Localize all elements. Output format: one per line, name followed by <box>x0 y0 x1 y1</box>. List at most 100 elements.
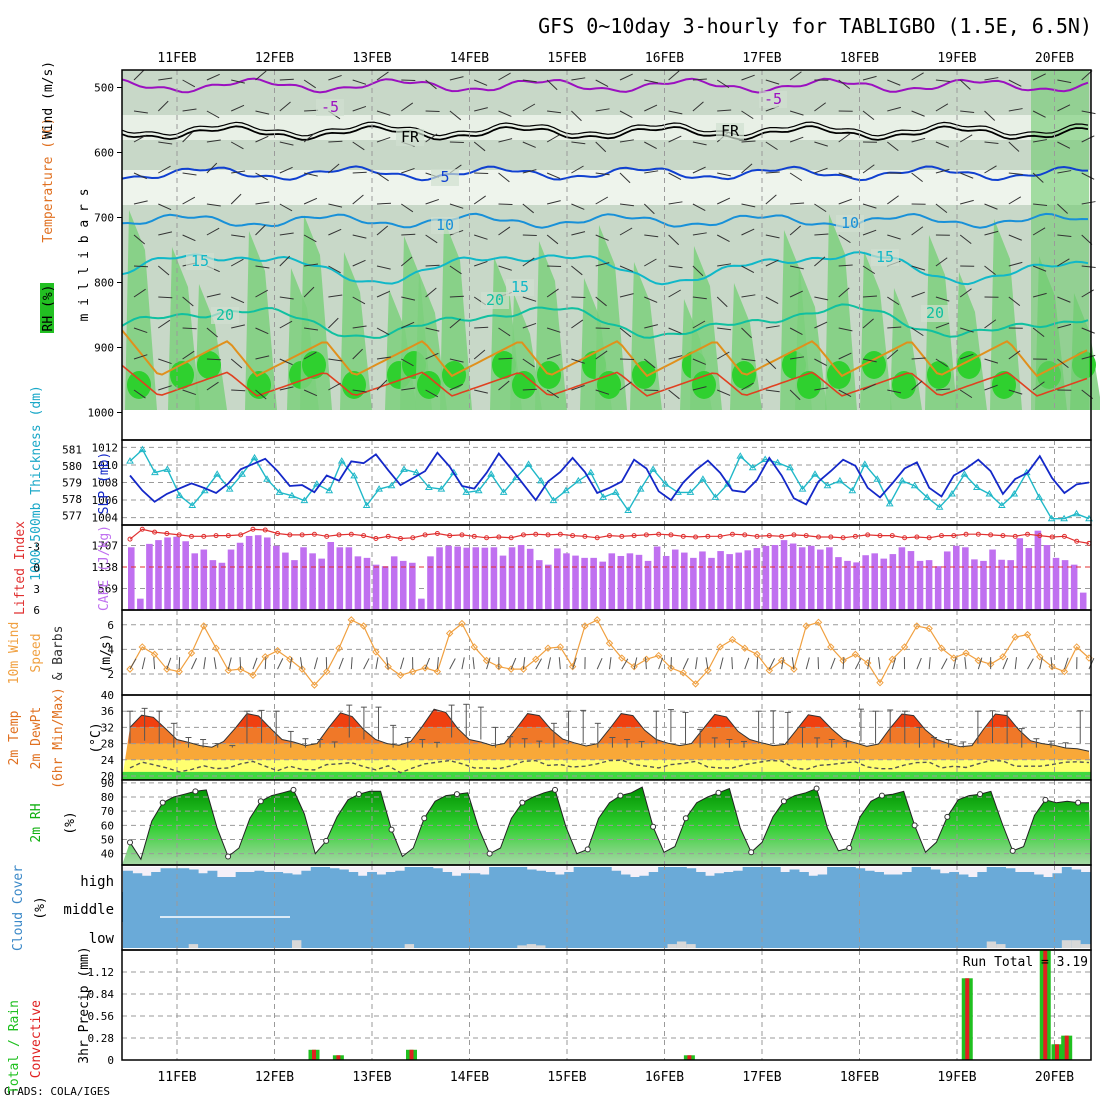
wind-barb-surface <box>338 657 344 670</box>
rh-legend-label: 2m RH <box>29 803 44 842</box>
wind-barb <box>255 172 268 181</box>
thickness-point <box>574 476 583 484</box>
cape-bar <box>826 547 833 610</box>
cape-bar <box>273 545 280 610</box>
wind-barb <box>255 289 268 298</box>
cloud-cell <box>733 922 744 948</box>
wind-barb <box>255 201 270 205</box>
wind-barb-surface <box>129 658 137 670</box>
cape-bar <box>934 566 942 610</box>
wind-barb <box>231 324 245 329</box>
cloud-cell <box>169 868 180 892</box>
li-point <box>471 533 477 539</box>
cloud-cell <box>977 872 988 892</box>
li-point <box>717 533 723 539</box>
date-tick-top: 16FEB <box>645 51 684 66</box>
li-ytick: 0 <box>33 562 40 575</box>
cape-bar <box>998 559 1005 610</box>
cloud-cell <box>367 872 377 892</box>
cloud-cell <box>498 922 509 948</box>
thickness-point <box>1035 493 1044 500</box>
li-point <box>877 533 883 539</box>
temp-ytick: 40 <box>101 689 114 702</box>
wind-barb <box>303 197 318 205</box>
cloud-cell <box>958 922 969 948</box>
date-tick-top: 14FEB <box>450 51 489 66</box>
wind-barb-surface <box>633 657 638 670</box>
wind-barb <box>182 350 195 360</box>
thickness-point <box>723 480 732 487</box>
wind-barb <box>765 141 778 151</box>
cloud-cell <box>273 922 284 948</box>
cloud-cell <box>132 922 143 948</box>
wind-barb <box>619 73 633 81</box>
thickness-point <box>661 480 670 487</box>
cloud-cell <box>367 922 377 948</box>
wind-barb <box>862 358 877 363</box>
cloud-cell <box>395 922 406 948</box>
rh-ytick: 60 <box>101 819 114 832</box>
li-point <box>779 533 785 539</box>
thickness-legend-label: 1000-500mb Thickness (dm) <box>29 385 44 581</box>
li-point <box>484 535 490 541</box>
wind-barb <box>206 327 218 338</box>
cloud-cell <box>601 922 612 948</box>
wind-legend-label: Wind (m/s) <box>41 61 56 139</box>
wind-barb <box>352 234 367 239</box>
wind-barb <box>1008 389 1023 395</box>
wind-barb <box>328 140 343 143</box>
rh-ytick: 70 <box>101 805 114 818</box>
wind-barb <box>206 358 221 361</box>
wind-speed-point <box>950 654 958 662</box>
wind-speed-point <box>445 629 454 638</box>
cloud-cell <box>592 867 603 892</box>
wind-barb <box>741 228 755 236</box>
cloud-cell <box>695 922 706 948</box>
thickness-point <box>188 501 197 509</box>
wind-barb <box>595 196 609 205</box>
wind-barb <box>206 203 221 207</box>
cloud-cell <box>752 867 762 892</box>
wind-barb <box>474 389 488 394</box>
rh-point <box>192 788 199 795</box>
wind-barb <box>1033 139 1047 143</box>
wind-barb <box>595 389 610 395</box>
cloud-cell <box>169 922 180 948</box>
cloud-cell <box>123 922 133 948</box>
wind-speed-point <box>962 649 970 657</box>
precip-conv-bar <box>312 1049 316 1060</box>
wind-barb <box>328 382 341 391</box>
cloud-cell <box>939 922 950 948</box>
li-point <box>373 535 379 541</box>
rh-point <box>552 786 559 793</box>
wind-barb <box>595 141 607 153</box>
ytick-label: 500 <box>94 82 114 95</box>
rh-line <box>129 786 1089 861</box>
wind-barb <box>692 232 707 236</box>
wind-speed-point <box>679 669 687 677</box>
cloud-cell <box>723 922 734 948</box>
wind-barb <box>886 141 899 152</box>
rh-point <box>257 798 264 805</box>
wind-barb <box>376 290 390 298</box>
precip-conv-bar <box>1054 1044 1059 1060</box>
date-tick-top: 18FEB <box>840 51 879 66</box>
wind-barb <box>352 194 364 205</box>
wind-barb <box>449 110 462 121</box>
wind-speed-point <box>802 622 810 630</box>
wind-barb <box>765 171 780 174</box>
cloud-cell <box>282 922 293 948</box>
wind-barb <box>814 233 829 236</box>
cloud-cell <box>348 872 359 892</box>
slp-ytick: 1004 <box>92 512 119 525</box>
wind-barb <box>231 234 246 238</box>
wind-legend-label: 10m Wind <box>7 622 22 685</box>
cloud-row-label: middle <box>63 902 114 918</box>
wind-speed-point <box>212 644 220 652</box>
rh-point <box>159 799 166 806</box>
wind-speed-point <box>704 666 712 675</box>
wind-barb <box>887 79 901 86</box>
wind-barb <box>765 79 780 85</box>
cloud-cell <box>216 877 227 892</box>
wind-barb <box>838 234 851 244</box>
